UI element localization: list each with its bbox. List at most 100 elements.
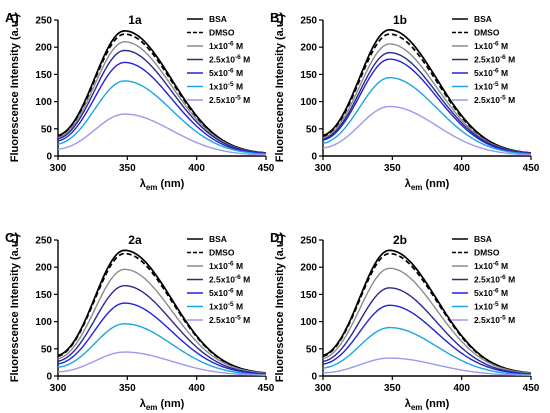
legend-label: 2.5x10-6 M xyxy=(474,274,515,285)
y-tick-label: 50 xyxy=(41,344,53,355)
legend-label: DMSO xyxy=(474,28,500,38)
x-tick-label: 450 xyxy=(523,163,540,174)
legend-label: 1x10-5 M xyxy=(474,81,508,92)
chart-panel-2: B) 1b 0 50 100 150 200 250 300 350 400 450 Fluoresce… xyxy=(270,10,540,192)
y-tick-label: 100 xyxy=(300,97,317,108)
y-tick-label: 100 xyxy=(300,317,317,328)
y-tick-label: 50 xyxy=(306,124,318,135)
x-tick-label: 350 xyxy=(119,163,136,174)
legend-label: DMSO xyxy=(474,248,500,258)
y-tick-label: 250 xyxy=(300,16,317,27)
series-line-4 xyxy=(322,287,532,375)
x-tick-label: 300 xyxy=(50,383,67,394)
x-tick-label: 300 xyxy=(315,383,332,394)
y-tick-label: 150 xyxy=(35,290,52,301)
y-tick-label: 0 xyxy=(46,152,52,163)
legend-label: 1x10-6 M xyxy=(474,261,508,272)
series-line-4 xyxy=(322,51,532,154)
x-tick-label: 400 xyxy=(453,163,470,174)
legend-label: 2.5x10-6 M xyxy=(474,54,515,65)
series-line-7 xyxy=(322,105,532,156)
y-tick-label: 0 xyxy=(46,372,52,383)
legend-label: BSA xyxy=(209,14,227,24)
legend-label: 1x10-6 M xyxy=(209,261,243,272)
series-line-6 xyxy=(57,323,267,376)
x-tick-label: 450 xyxy=(258,383,275,394)
series-line-3 xyxy=(57,268,267,374)
legend-label: 5x10-6 M xyxy=(209,68,243,79)
y-tick-label: 200 xyxy=(300,263,317,274)
x-axis-label: λem (nm) xyxy=(405,398,450,412)
x-tick-label: 300 xyxy=(315,163,332,174)
series-line-5 xyxy=(322,58,532,155)
legend-label: 2.5x10-6 M xyxy=(209,54,250,65)
series-line-6 xyxy=(322,326,532,376)
series-line-7 xyxy=(322,357,532,376)
panel-title: 2b xyxy=(393,233,407,247)
series-line-5 xyxy=(57,61,267,155)
y-tick-label: 200 xyxy=(35,43,52,54)
panel-letter: A) xyxy=(5,10,19,25)
series-line-6 xyxy=(57,80,267,155)
legend-label: BSA xyxy=(474,234,492,244)
y-tick-label: 250 xyxy=(300,236,317,247)
legend-label: 1x10-6 M xyxy=(209,41,243,52)
chart-panel-1: A) 1a 0 50 100 150 200 250 300 350 400 450 Fluoresce… xyxy=(5,10,275,192)
series-line-3 xyxy=(322,267,532,374)
x-axis-label: λem (nm) xyxy=(405,178,450,192)
legend-label: DMSO xyxy=(209,28,235,38)
panel-letter: C) xyxy=(5,230,19,245)
y-axis-label: Fluorescence Intensity (a.u.) xyxy=(274,233,286,382)
x-tick-label: 400 xyxy=(188,163,205,174)
legend-label: 5x10-6 M xyxy=(474,68,508,79)
panel-title: 2a xyxy=(128,233,142,247)
legend-label: BSA xyxy=(474,14,492,24)
legend-label: 2.5x10-5 M xyxy=(474,315,515,326)
legend-label: BSA xyxy=(209,234,227,244)
legend-label: 1x10-5 M xyxy=(209,81,243,92)
panel-letter: B) xyxy=(270,10,284,25)
chart-panel-3: C) 2a 0 50 100 150 200 250 300 350 400 450 Fluoresce… xyxy=(5,230,275,412)
panel-title: 1b xyxy=(393,13,407,27)
legend-label: 5x10-6 M xyxy=(209,288,243,299)
legend-label: 1x10-5 M xyxy=(209,301,243,312)
y-tick-label: 150 xyxy=(35,70,52,81)
y-tick-label: 200 xyxy=(300,43,317,54)
series-line-4 xyxy=(57,284,267,375)
x-tick-label: 350 xyxy=(384,383,401,394)
x-tick-label: 400 xyxy=(453,383,470,394)
x-tick-label: 350 xyxy=(119,383,136,394)
x-axis-label: λem (nm) xyxy=(140,398,185,412)
series-line-4 xyxy=(57,49,267,154)
series-line-7 xyxy=(57,113,267,156)
panel-title: 1a xyxy=(128,13,142,27)
y-tick-label: 150 xyxy=(300,290,317,301)
chart-panel-4: D) 2b 0 50 100 150 200 250 300 350 400 450 Fluoresce… xyxy=(270,230,540,412)
y-tick-label: 0 xyxy=(311,152,317,163)
legend-label: 2.5x10-5 M xyxy=(209,95,250,106)
y-tick-label: 200 xyxy=(35,263,52,274)
legend-label: 5x10-6 M xyxy=(474,288,508,299)
legend-label: 2.5x10-5 M xyxy=(474,95,515,106)
y-tick-label: 100 xyxy=(35,317,52,328)
x-tick-label: 300 xyxy=(50,163,67,174)
legend-label: DMSO xyxy=(209,248,235,258)
series-line-2 xyxy=(322,252,532,374)
legend-label: 1x10-5 M xyxy=(474,301,508,312)
y-axis-label: Fluorescence Intensity (a.u.) xyxy=(9,13,21,162)
legend-label: 2.5x10-6 M xyxy=(209,274,250,285)
series-line-2 xyxy=(57,252,267,374)
x-tick-label: 350 xyxy=(384,163,401,174)
y-tick-label: 250 xyxy=(35,236,52,247)
x-tick-label: 450 xyxy=(258,163,275,174)
series-line-6 xyxy=(322,76,532,155)
series-line-5 xyxy=(322,304,532,375)
y-tick-label: 250 xyxy=(35,16,52,27)
legend-label: 1x10-6 M xyxy=(474,41,508,52)
y-tick-label: 150 xyxy=(300,70,317,81)
x-tick-label: 450 xyxy=(523,383,540,394)
x-tick-label: 400 xyxy=(188,383,205,394)
y-tick-label: 100 xyxy=(35,97,52,108)
y-tick-label: 50 xyxy=(41,124,53,135)
